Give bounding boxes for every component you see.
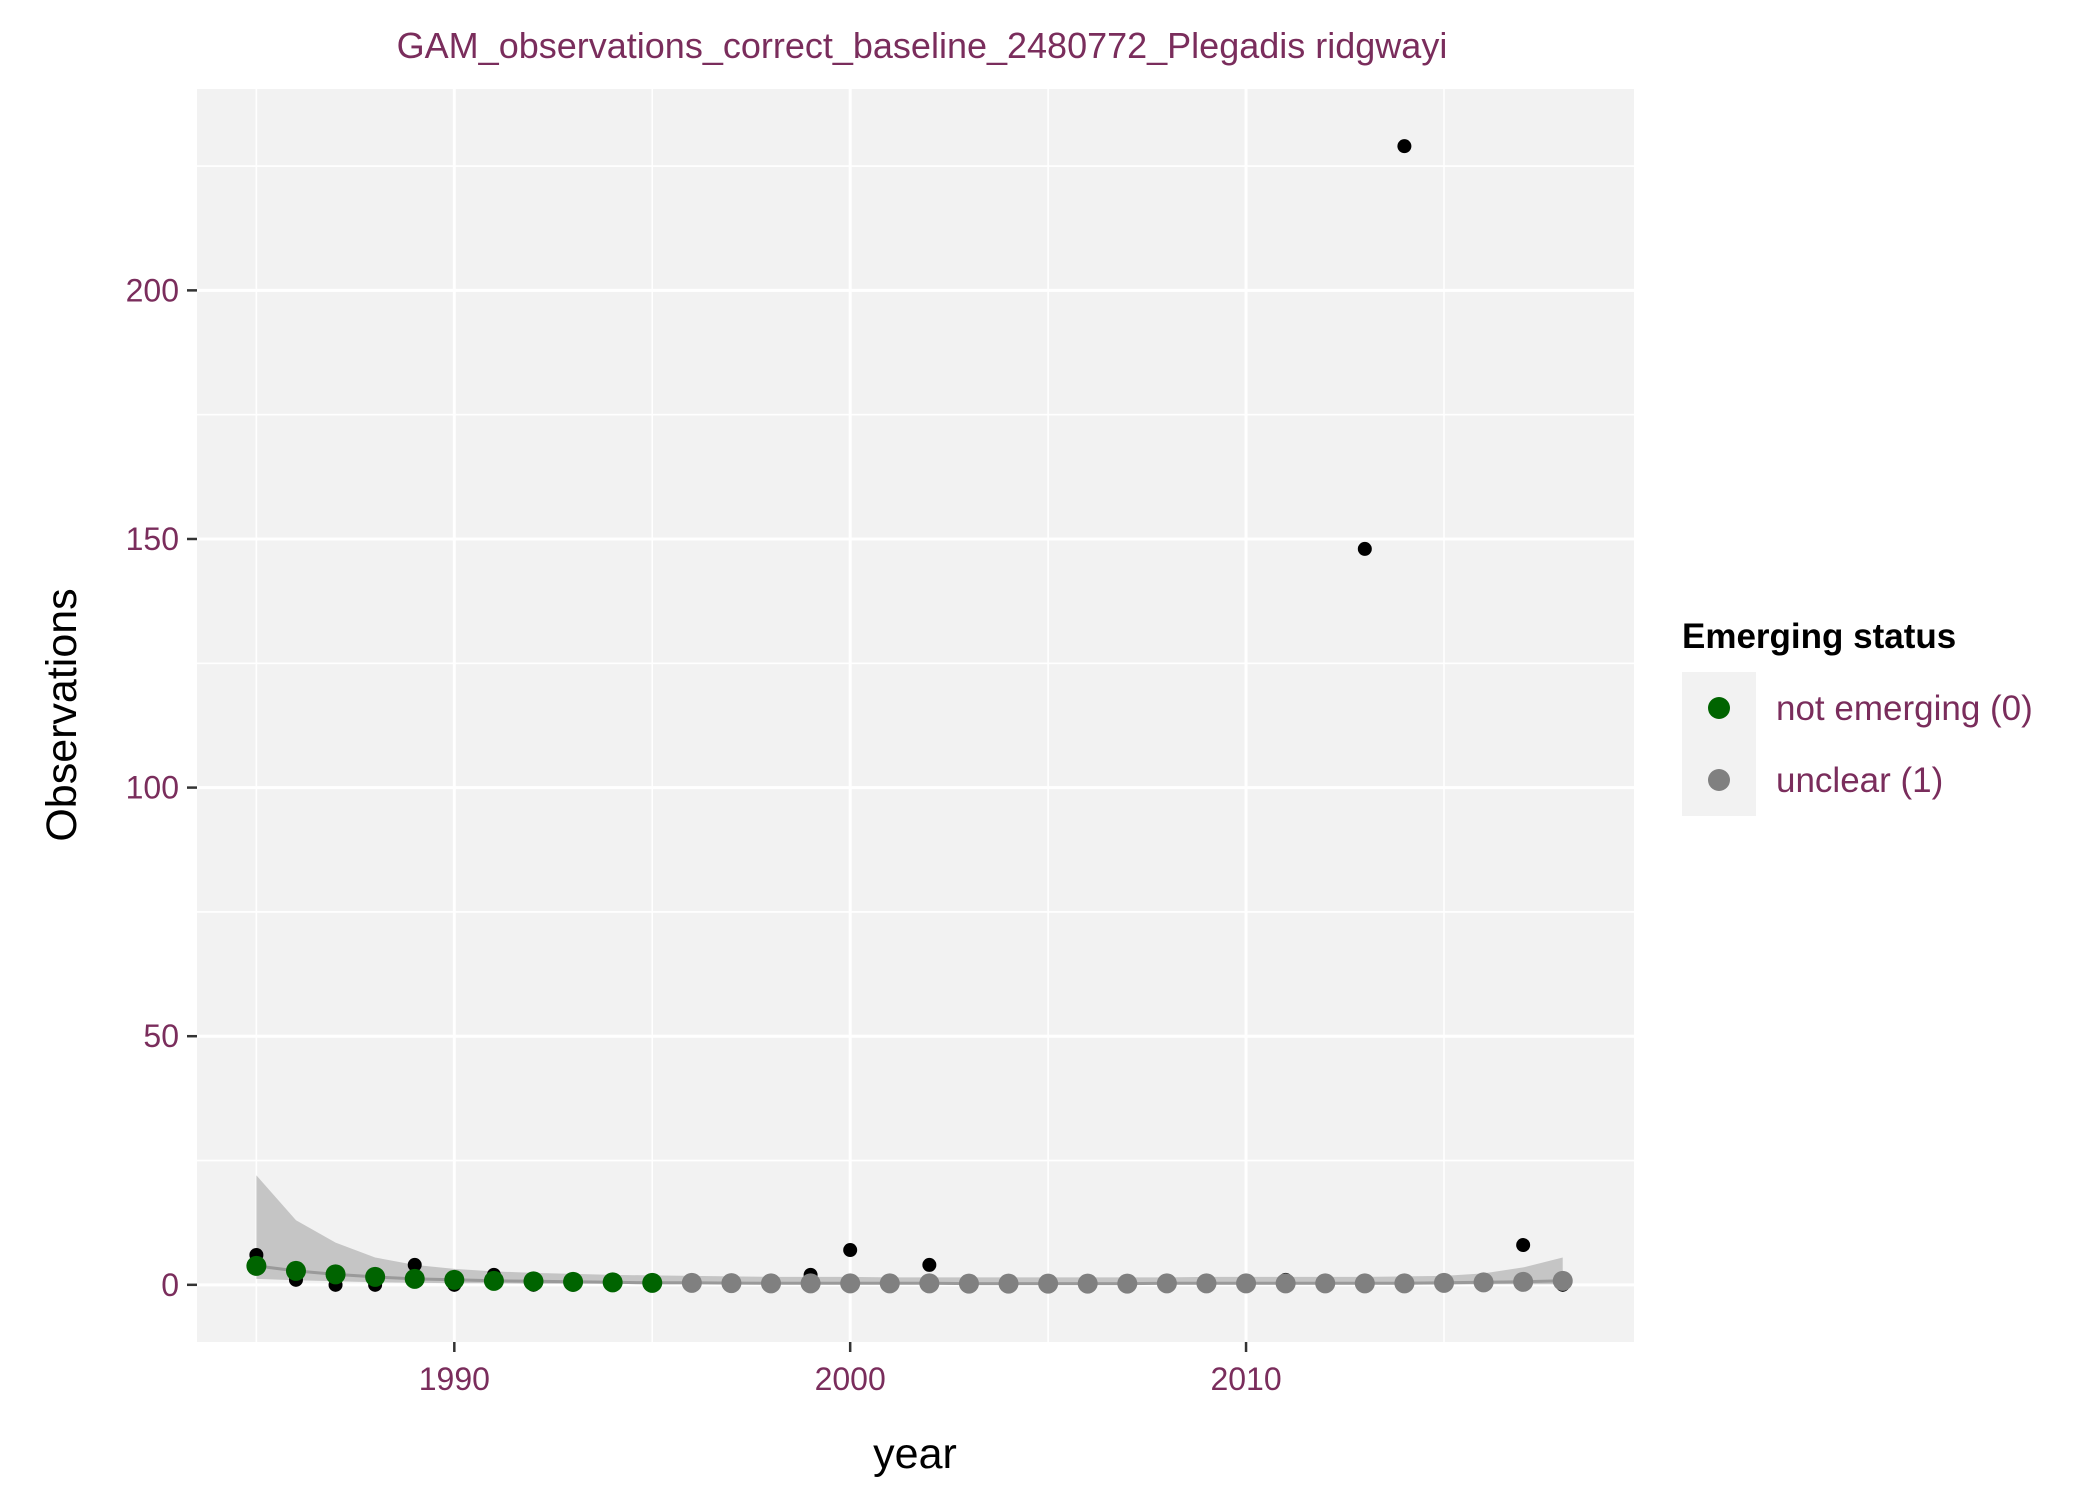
fitted-points-layer: [246, 1255, 1573, 1294]
x-axis-title: year: [873, 1430, 957, 1478]
plot-panel: [197, 89, 1634, 1342]
fitted-point-unclear: [721, 1273, 742, 1294]
fitted-point-unclear: [681, 1272, 702, 1293]
fitted-point-not-emerging: [602, 1272, 623, 1293]
fitted-point-unclear: [1236, 1273, 1257, 1294]
fitted-point-not-emerging: [444, 1269, 465, 1290]
legend-key-unclear: [1708, 769, 1730, 791]
fitted-point-unclear: [840, 1273, 861, 1294]
confidence-ribbon: [256, 1175, 1563, 1285]
fitted-point-unclear: [1077, 1273, 1098, 1294]
minor-gridlines: [197, 89, 1634, 1342]
fitted-point-unclear: [919, 1273, 940, 1294]
observed-point: [407, 1257, 422, 1272]
fitted-point-unclear: [1117, 1273, 1138, 1294]
fitted-point-not-emerging: [523, 1271, 544, 1292]
fitted-point-unclear: [1394, 1273, 1415, 1294]
legend-label-not-emerging: not emerging (0): [1776, 689, 2033, 728]
axes-layer: 0 50 100 150 200 1990 2000 2010: [126, 272, 1282, 1397]
observed-point: [922, 1257, 937, 1272]
y-tick-label: 0: [161, 1267, 179, 1303]
fit-line: [256, 1264, 1563, 1286]
legend-key-background: [1682, 672, 1756, 816]
fitted-point-unclear: [1038, 1273, 1059, 1294]
x-tick-label: 2000: [815, 1361, 886, 1397]
fitted-point-unclear: [1196, 1273, 1217, 1294]
y-tick-label: 100: [126, 770, 179, 806]
fitted-point-not-emerging: [365, 1266, 386, 1287]
confidence-ribbon-layer: [256, 1175, 1563, 1285]
x-tick-label: 2010: [1210, 1361, 1281, 1397]
major-gridlines: [197, 89, 1634, 1342]
legend-key-not-emerging: [1708, 697, 1730, 719]
legend: Emerging status not emerging (0) unclear…: [1682, 617, 2033, 816]
fitted-point-not-emerging: [642, 1272, 663, 1293]
observed-point: [843, 1243, 858, 1258]
observed-point: [1357, 541, 1372, 556]
legend-title: Emerging status: [1682, 617, 1956, 656]
chart-title: GAM_observations_correct_baseline_248077…: [397, 25, 1448, 66]
fitted-point-unclear: [1473, 1272, 1494, 1293]
fit-line-layer: [256, 1264, 1563, 1286]
fitted-point-unclear: [879, 1273, 900, 1294]
y-tick-label: 200: [126, 272, 179, 308]
observed-point: [1516, 1238, 1531, 1253]
fitted-point-unclear: [800, 1273, 821, 1294]
y-tick-label: 50: [143, 1018, 179, 1054]
fitted-point-not-emerging: [285, 1260, 306, 1281]
fitted-point-unclear: [1156, 1273, 1177, 1294]
x-tick-label: 1990: [419, 1361, 490, 1397]
fitted-point-unclear: [998, 1273, 1019, 1294]
fitted-point-not-emerging: [404, 1268, 425, 1289]
fitted-point-unclear: [958, 1273, 979, 1294]
observed-point: [1397, 139, 1412, 154]
fitted-point-unclear: [1513, 1271, 1534, 1292]
fitted-point-unclear: [1433, 1272, 1454, 1293]
fitted-point-unclear: [1275, 1273, 1296, 1294]
fitted-point-unclear: [1315, 1273, 1336, 1294]
fitted-point-not-emerging: [325, 1264, 346, 1285]
fitted-point-unclear: [1354, 1273, 1375, 1294]
legend-label-unclear: unclear (1): [1776, 761, 1943, 800]
fitted-point-not-emerging: [563, 1271, 584, 1292]
fitted-point-not-emerging: [483, 1270, 504, 1291]
fitted-point-unclear: [761, 1273, 782, 1294]
y-tick-label: 150: [126, 521, 179, 557]
fitted-point-not-emerging: [246, 1255, 267, 1276]
y-axis-title: Observations: [38, 588, 86, 841]
fitted-point-unclear: [1552, 1270, 1573, 1291]
